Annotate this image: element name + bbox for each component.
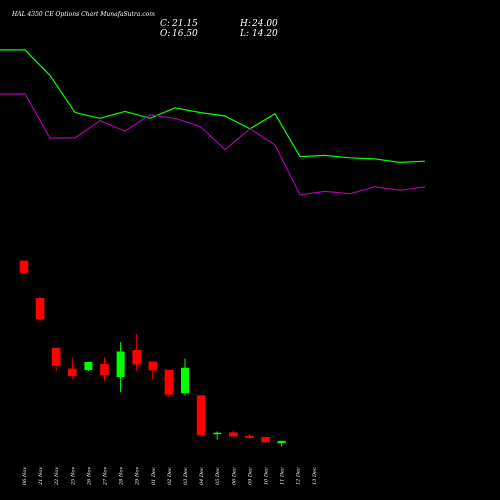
candle-body [213,432,222,435]
candle-body [68,368,77,377]
high-label: H: [239,19,251,29]
candle-body [116,351,125,377]
x-tick-label: 25 Nov [70,467,76,486]
close-value: 21.15 [171,19,198,29]
low-label: L: [239,29,249,39]
x-tick-label: 13 Dec [312,467,318,485]
high-value: 24.00 [251,19,278,29]
candle-body [229,432,238,437]
x-tick-label: 05 Dec [215,467,221,485]
x-tick-label: 01 Dec [151,467,157,485]
x-tick-label: 12 Dec [296,467,302,485]
x-tick-label: 04 Dec [199,467,205,485]
magenta-indicator-line [0,93,426,196]
open-value: 16.50 [172,29,198,39]
green-indicator-line [0,49,426,164]
x-tick-label: 06 Nov [22,467,28,485]
candle-body [261,437,270,443]
candle-body [132,350,141,365]
candle-body [100,363,109,375]
candle-body [245,435,254,438]
open-label: O: [160,29,170,39]
candlesticks [19,260,286,447]
x-tick-label: 28 Nov [119,467,125,486]
x-tick-label: 27 Nov [103,467,109,486]
x-tick-label: 10 Dec [264,467,270,485]
chart-title: HAL 4350 CE Options Chart MunafaSutra.co… [11,11,155,18]
indicator-lines [0,49,426,196]
close-label: C: [160,19,170,29]
candle-body [51,347,61,366]
x-axis-ticks: 06 Nov 21 Nov 22 Nov 25 Nov 26 Nov 27 Nov 28 N… [22,467,318,486]
x-tick-label: 29 Nov [135,467,141,486]
candle-body [35,297,45,320]
x-tick-label: 11 Dec [280,467,286,485]
candle-body [196,395,206,436]
x-tick-label: 09 Dec [247,467,253,485]
x-tick-label: 22 Nov [54,467,60,486]
low-value: 14.20 [252,29,278,39]
x-tick-label: 02 Dec [167,467,173,485]
x-tick-label: 03 Dec [183,467,189,485]
candle-body [164,369,174,395]
candle-body [84,361,93,371]
x-tick-label: 26 Nov [86,467,92,486]
candle-body [277,440,286,444]
x-tick-label: 21 Nov [38,467,44,486]
x-tick-label: 06 Dec [231,467,237,485]
candle-body [148,361,158,371]
candle-body [181,367,189,394]
candle-body [19,260,29,273]
